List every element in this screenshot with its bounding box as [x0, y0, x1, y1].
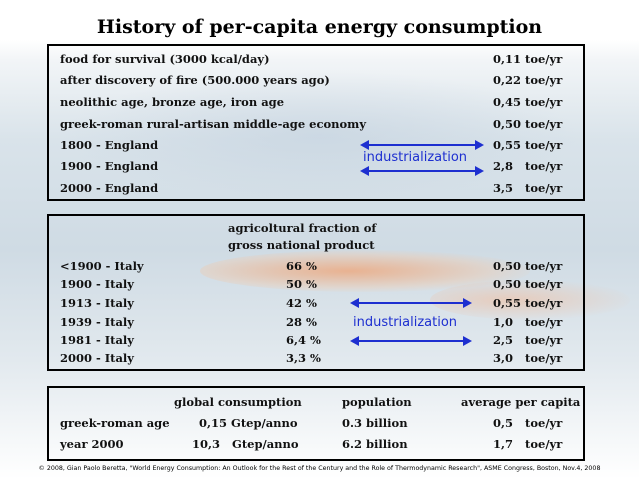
italy-row-fraction: 6,4 %: [286, 333, 321, 347]
global-row-label: year 2000: [60, 437, 124, 451]
italy-box: [47, 214, 585, 371]
italy-row-value: 0,50 toe/yr: [493, 259, 563, 273]
industrialization-label: industrialization: [363, 150, 468, 165]
history-row-value: 0,45 toe/yr: [493, 95, 563, 109]
global-row-population: 6.2 billion: [342, 437, 408, 451]
italy-row-fraction: 28 %: [286, 315, 317, 329]
italy-row-value: 0,50 toe/yr: [493, 277, 563, 291]
double-arrow-icon: [350, 336, 472, 346]
history-row-label: 2000 - England: [60, 181, 159, 195]
italy-row-fraction: 50 %: [286, 277, 317, 291]
history-row-label: 1900 - England: [60, 159, 159, 173]
italy-row-label: 1939 - Italy: [60, 315, 134, 329]
agricultural-header-line1: agricoltural fraction of: [228, 221, 377, 235]
italy-row-value: 1,0 toe/yr: [493, 315, 563, 329]
italy-row-value: 2,5 toe/yr: [493, 333, 563, 347]
double-arrow-icon: [360, 140, 484, 150]
italy-row-label: 1981 - Italy: [60, 333, 134, 347]
agricultural-header-line2: gross national product: [228, 238, 375, 252]
italy-row-value: 0,55 toe/yr: [493, 296, 563, 310]
double-arrow-icon: [350, 298, 472, 308]
history-row-value: 0,22 toe/yr: [493, 73, 563, 87]
history-row-value: 3,5 toe/yr: [493, 181, 563, 195]
italy-row-label: 1900 - Italy: [60, 277, 134, 291]
header-population: population: [342, 395, 412, 409]
header-average-per-capita: average per capita: [461, 395, 581, 409]
italy-row-label: 2000 - Italy: [60, 351, 134, 365]
history-row-value: 0,55 toe/yr: [493, 138, 563, 152]
italy-row-label: 1913 - Italy: [60, 296, 134, 310]
slide-title: History of per-capita energy consumption: [96, 16, 543, 38]
history-row-label: after discovery of fire (500.000 years a…: [60, 73, 330, 87]
italy-row-fraction: 66 %: [286, 259, 317, 273]
global-row-consumption: 10,3 Gtep/anno: [192, 437, 299, 451]
industrialization-label: industrialization: [353, 315, 458, 330]
global-row-label: greek-roman age: [60, 416, 170, 430]
double-arrow-icon: [360, 166, 484, 176]
global-box: [47, 386, 585, 461]
history-box: [47, 44, 585, 201]
history-row-value: 0,11 toe/yr: [493, 52, 563, 66]
global-row-average: 0,5 toe/yr: [493, 416, 563, 430]
global-row-consumption: 0,15 Gtep/anno: [199, 416, 298, 430]
history-row-label: 1800 - England: [60, 138, 159, 152]
italy-row-label: <1900 - Italy: [60, 259, 144, 273]
global-row-population: 0.3 billion: [342, 416, 408, 430]
copyright-footer: © 2008, Gian Paolo Beretta, "World Energ…: [38, 465, 601, 472]
italy-row-value: 3,0 toe/yr: [493, 351, 563, 365]
italy-row-fraction: 3,3 %: [286, 351, 321, 365]
background-haze: [60, 70, 580, 200]
history-row-value: 2,8 toe/yr: [493, 159, 563, 173]
global-row-average: 1,7 toe/yr: [493, 437, 563, 451]
italy-row-fraction: 42 %: [286, 296, 317, 310]
history-row-label: greek-roman rural-artisan middle-age eco…: [60, 117, 367, 131]
history-row-value: 0,50 toe/yr: [493, 117, 563, 131]
history-row-label: neolithic age, bronze age, iron age: [60, 95, 285, 109]
header-global-consumption: global consumption: [174, 395, 302, 409]
history-row-label: food for survival (3000 kcal/day): [60, 52, 270, 66]
